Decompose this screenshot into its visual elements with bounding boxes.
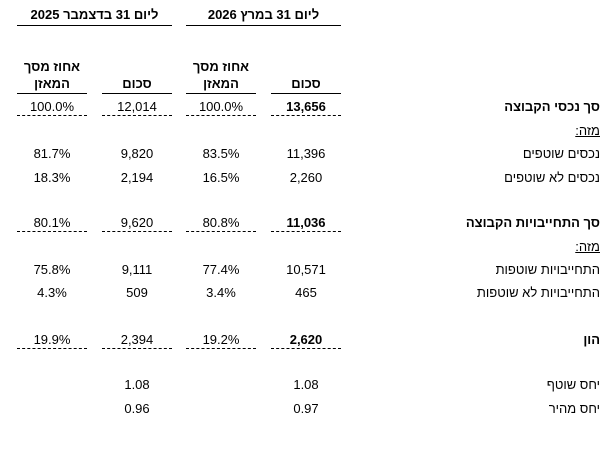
col-header-pct-line2: המאזן: [34, 76, 70, 91]
row-label-liabilities-of-which: מזה:: [575, 239, 600, 254]
total-liabilities-previous-pct: 80.1%: [17, 215, 87, 232]
current-assets-current-pct: 83.5%: [202, 146, 240, 161]
total-liabilities-previous-amount: 9,620: [102, 215, 172, 232]
row-label-quick-ratio: יחס מהיר: [548, 401, 600, 416]
current-liabilities-current-amount: 10,571: [286, 262, 326, 277]
quick-ratio-previous: 0.96: [124, 401, 150, 416]
period-header-current: ליום 31 במרץ 2026: [186, 7, 341, 26]
equity-current-amount: 2,620: [271, 332, 341, 349]
quick-ratio-current: 0.97: [293, 401, 319, 416]
total-assets-previous-pct: 100.0%: [17, 99, 87, 116]
row-label-noncurrent-assets: נכסים לא שוטפים: [504, 170, 600, 185]
noncurrent-assets-current-pct: 16.5%: [202, 170, 240, 185]
row-label-total-assets: סך נכסי הקבוצה: [504, 99, 600, 114]
period-header-previous: ליום 31 בדצמבר 2025: [17, 7, 172, 26]
current-assets-current-amount: 11,396: [286, 146, 326, 161]
current-assets-previous-pct: 81.7%: [33, 146, 71, 161]
total-assets-current-pct: 100.0%: [186, 99, 256, 116]
current-ratio-previous: 1.08: [124, 377, 150, 392]
current-liabilities-current-pct: 77.4%: [202, 262, 240, 277]
total-liabilities-current-amount: 11,036: [271, 215, 341, 232]
col-header-current-amount: סכום: [271, 75, 341, 94]
row-label-equity: הון: [583, 332, 600, 347]
current-assets-previous-amount: 9,820: [120, 146, 154, 161]
col-header-previous-pct: אחוז מסך המאזן: [17, 58, 87, 94]
current-liabilities-previous-pct: 75.8%: [33, 262, 71, 277]
noncurrent-liabilities-current-pct: 3.4%: [206, 285, 236, 300]
row-label-assets-of-which: מזה:: [575, 123, 600, 138]
col-header-current-pct: אחוז מסך המאזן: [186, 58, 256, 94]
noncurrent-liabilities-previous-pct: 4.3%: [37, 285, 67, 300]
current-liabilities-previous-amount: 9,111: [121, 262, 153, 277]
total-assets-previous-amount: 12,014: [102, 99, 172, 116]
equity-current-pct: 19.2%: [186, 332, 256, 349]
noncurrent-liabilities-current-amount: 465: [295, 285, 317, 300]
total-assets-current-amount: 13,656: [271, 99, 341, 116]
total-liabilities-current-pct: 80.8%: [186, 215, 256, 232]
noncurrent-liabilities-previous-amount: 509: [126, 285, 148, 300]
row-label-current-liabilities: התחייבויות שוטפות: [495, 262, 600, 277]
col-header-pct-line1: אחוז מסך: [192, 59, 250, 74]
col-header-pct-line1: אחוז מסך: [23, 59, 81, 74]
noncurrent-assets-current-amount: 2,260: [289, 170, 323, 185]
noncurrent-assets-previous-pct: 18.3%: [33, 170, 71, 185]
noncurrent-assets-previous-amount: 2,194: [120, 170, 154, 185]
equity-previous-amount: 2,394: [102, 332, 172, 349]
col-header-previous-amount: סכום: [102, 75, 172, 94]
row-label-current-ratio: יחס שוטף: [546, 377, 600, 392]
row-label-total-liabilities: סך התחייבויות הקבוצה: [465, 215, 600, 230]
current-ratio-current: 1.08: [293, 377, 319, 392]
col-header-pct-line2: המאזן: [203, 76, 239, 91]
equity-previous-pct: 19.9%: [17, 332, 87, 349]
row-label-current-assets: נכסים שוטפים: [522, 146, 600, 161]
row-label-noncurrent-liabilities: התחייבויות לא שוטפות: [476, 285, 600, 300]
